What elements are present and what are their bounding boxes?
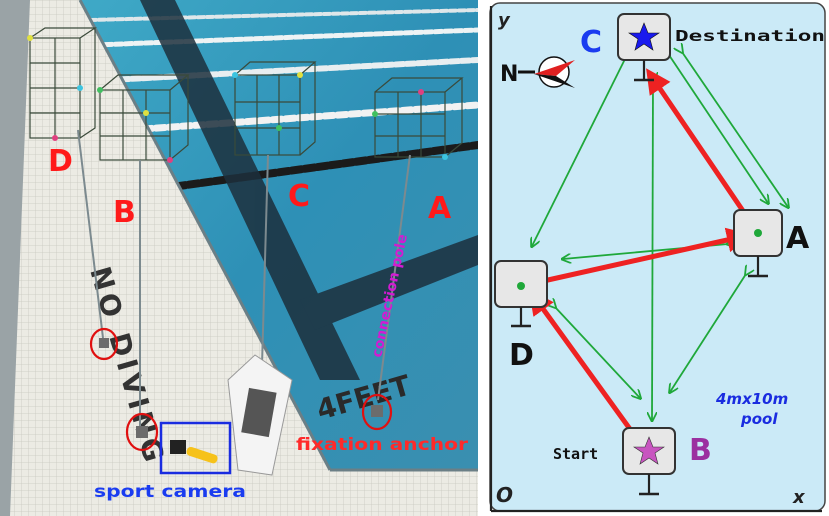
node-d-letter: D — [509, 338, 534, 373]
fixation-anchor-label: fixation anchor — [296, 435, 469, 455]
node-d: D — [494, 260, 548, 373]
pool-deck — [10, 0, 478, 516]
lattice-nodes — [27, 35, 448, 163]
node-c: C Destination — [580, 13, 825, 82]
camera-float — [186, 446, 218, 464]
node-b: B Start — [553, 427, 712, 496]
photo-label-c: C — [288, 179, 310, 214]
y-axis-label: y — [498, 10, 511, 31]
lane-ropes — [88, 8, 482, 194]
node-a-letter: A — [786, 221, 810, 256]
photo-label-a: A — [428, 191, 452, 226]
origin-label: O — [496, 483, 513, 507]
node-b-caption: Start — [553, 445, 598, 463]
svg-text:N: N — [500, 62, 518, 87]
node-b-letter: B — [689, 433, 712, 468]
photo-label-b: B — [113, 195, 136, 230]
lane-lines — [140, 0, 478, 380]
lattice-structures — [29, 27, 464, 161]
pool-size-line2: pool — [740, 410, 778, 428]
connection-poles — [77, 129, 411, 430]
node-a: A — [733, 209, 810, 278]
anchor-markers — [89, 327, 393, 452]
camera-body — [170, 440, 186, 454]
x-axis-label: x — [792, 487, 806, 508]
pool-map: y x O N — [489, 2, 826, 513]
sport-camera-box — [159, 421, 232, 475]
sport-camera-label: sport camera — [94, 482, 246, 502]
lattice-b — [99, 74, 190, 161]
photo-label-d: D — [48, 144, 73, 179]
pool-photo: NO DIVING 4FEET — [0, 0, 482, 516]
node-c-letter: C — [580, 25, 602, 60]
pool-size-line1: 4mx10m — [715, 390, 788, 408]
red-path — [518, 68, 761, 450]
star-icon — [628, 22, 660, 51]
node-c-caption: Destination — [675, 27, 825, 45]
star-icon — [633, 436, 665, 465]
